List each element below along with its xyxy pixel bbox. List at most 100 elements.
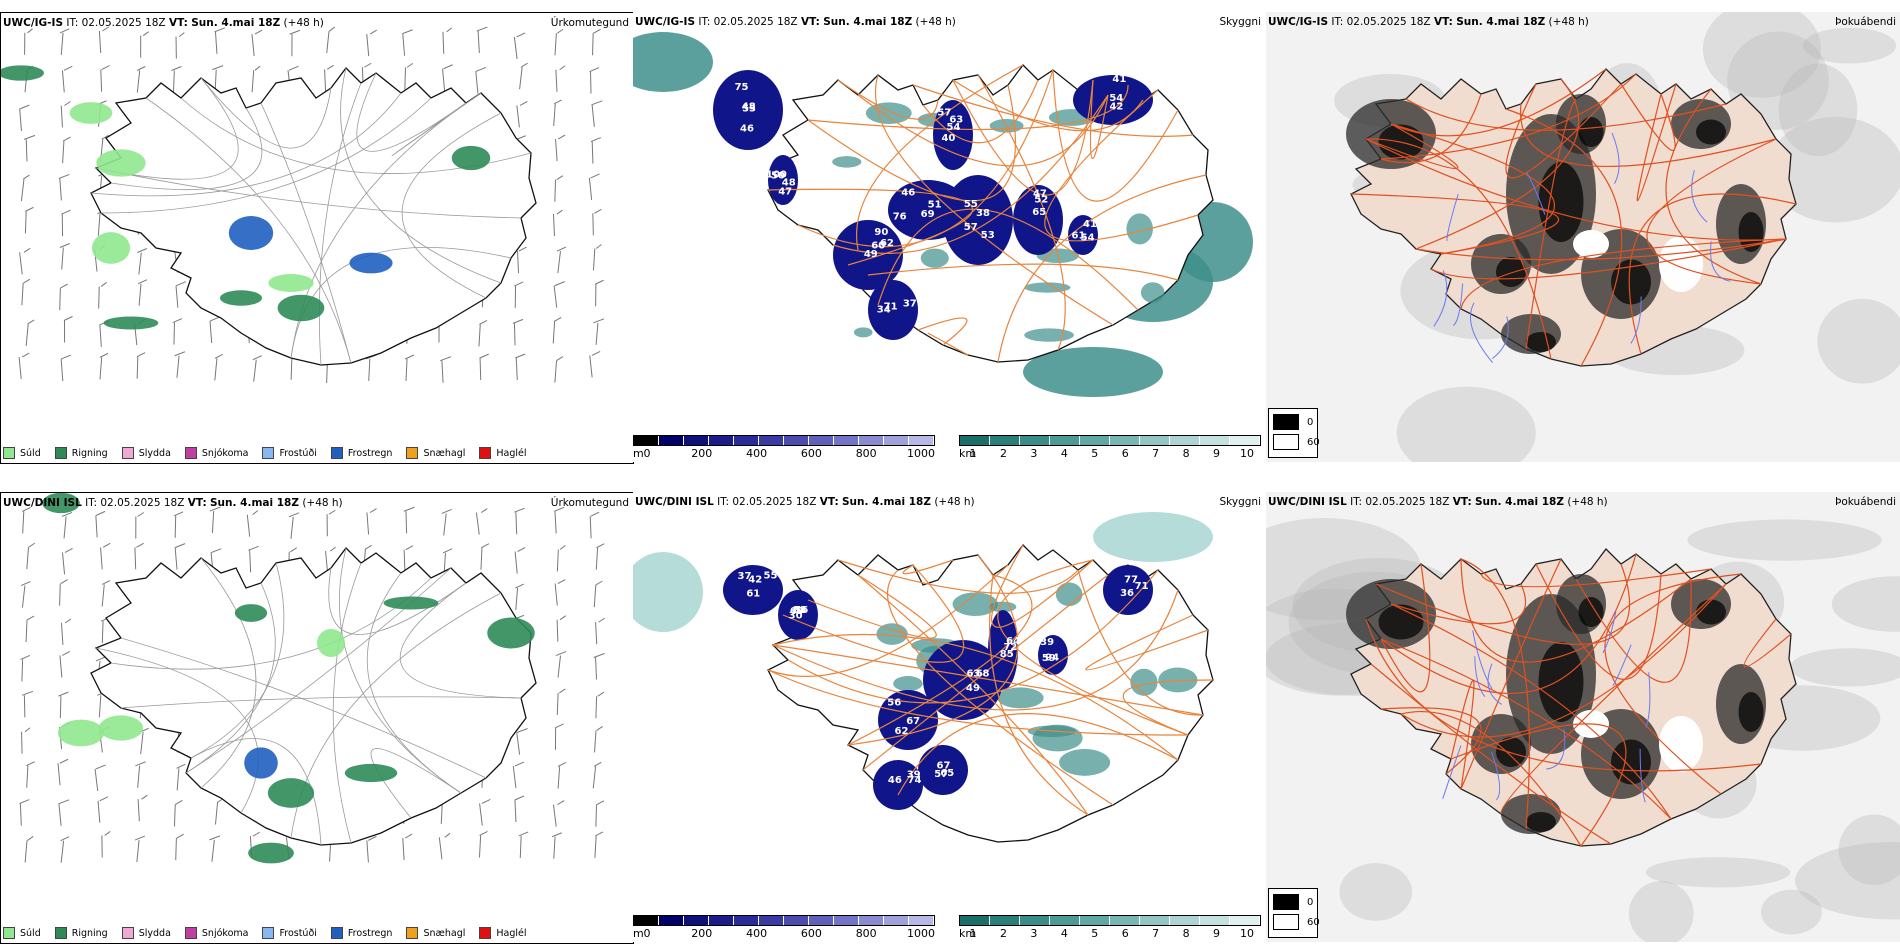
wind-barb (514, 761, 525, 767)
legend-swatch (3, 927, 15, 939)
wind-barb (138, 252, 142, 275)
colorbar-tick: 9 (1213, 927, 1221, 940)
wind-barb (20, 654, 31, 660)
wind-barb (136, 356, 139, 379)
wind-barb (175, 800, 183, 805)
fog-swirl (1795, 842, 1900, 920)
colorbar-segment (1110, 436, 1140, 445)
wind-barb (591, 141, 594, 164)
precip-patch (228, 216, 274, 250)
panel-header: UWC/IG-IS IT: 02.05.2025 18Z VT: Sun. 4.… (3, 17, 324, 29)
wind-barb (289, 29, 301, 35)
cloud-base-label: 54 (946, 122, 960, 133)
legend-item: Súld (3, 927, 41, 939)
wind-barb (136, 352, 146, 358)
wind-barb (98, 30, 102, 54)
wind-barb (60, 836, 70, 842)
cloud-base-label: 94 (1045, 653, 1059, 664)
route-line (1122, 679, 1214, 736)
wind-barb (172, 318, 183, 324)
legend-item: Haglél (479, 927, 527, 939)
cloud-base-label: 76 (893, 211, 907, 222)
road-line (95, 647, 259, 814)
cloud-base-label: 75 (735, 82, 749, 93)
legend-swatch (121, 927, 134, 939)
colorbar-tick: 400 (746, 927, 768, 940)
legend-item: Rigning (54, 447, 108, 459)
cloud-base-label: 57 (934, 769, 948, 780)
cloud-base-area (1038, 635, 1068, 675)
wind-barb (556, 209, 563, 215)
colorbar-tick: 200 (691, 927, 713, 940)
legend-swatch (121, 447, 134, 459)
wind-barb (513, 36, 518, 60)
wind-barb (517, 547, 526, 553)
route-line (1085, 614, 1209, 671)
wind-barb (19, 799, 30, 805)
wind-barb (595, 622, 598, 645)
fog-dense-area (1538, 642, 1584, 722)
low-visibility-area (1055, 582, 1083, 607)
wind-barb (402, 29, 413, 35)
colorbar-segment (1230, 916, 1260, 925)
wind-barb (254, 65, 261, 71)
wind-barb (211, 511, 215, 534)
river-line (1546, 728, 1566, 770)
wind-barb (553, 99, 562, 105)
wind-barb (290, 357, 293, 380)
cloud-base-label: 39 (1040, 637, 1054, 648)
wind-barb (26, 765, 29, 788)
wind-barb (176, 763, 186, 769)
colorbar-segment (1020, 916, 1050, 925)
river-line (1492, 316, 1509, 360)
wind-barb (590, 137, 602, 143)
wind-barb (173, 511, 184, 517)
precip-type-panel-2: UWC/DINI ISL IT: 02.05.2025 18Z VT: Sun.… (0, 492, 634, 944)
visibility-map: 53 47 51 38 40 49 52 54 41 34 46 100 46 53 54 60 65 42 61 3… (633, 32, 1253, 397)
colorbar-segment (884, 436, 909, 445)
legend-item: Rigning (54, 927, 108, 939)
wind-barb (25, 620, 28, 643)
low-visibility-area (1158, 667, 1198, 693)
cloud-base-area (768, 155, 798, 205)
road-line (1525, 98, 1577, 350)
cloud-base-label: 53 (742, 104, 756, 115)
cloud-base-label: 37 (738, 571, 752, 582)
legend-swatch (54, 927, 67, 939)
wind-barb (366, 840, 369, 863)
colorbar-tick: 3 (1030, 927, 1038, 940)
colorbar-unit: km (959, 447, 977, 460)
river-line (1526, 171, 1546, 215)
wind-barb (97, 213, 101, 236)
cloud-base-label: 64 (1006, 636, 1020, 647)
wind-barb (60, 283, 68, 289)
route-line (989, 574, 1089, 816)
cloud-base-label: 72 (1003, 642, 1017, 653)
wind-barb (175, 838, 177, 861)
legend-item: Snjókoma (184, 447, 248, 459)
wind-barb (590, 173, 600, 179)
precip-patch (268, 274, 314, 292)
wind-barb (251, 33, 255, 57)
fog-swirl (1768, 116, 1900, 223)
wind-barb (101, 65, 110, 71)
wind-barb (27, 836, 34, 841)
wind-barb (214, 27, 226, 33)
cloud-base-label: 59 (1042, 653, 1056, 664)
wind-barb (57, 763, 61, 786)
road-line (200, 557, 257, 789)
colorbar-tick: 8 (1182, 447, 1190, 460)
route-line (867, 263, 1179, 281)
route-line (857, 94, 1109, 167)
wind-barb (254, 29, 263, 35)
precip-patch (69, 102, 113, 124)
fog-dense-area (1578, 117, 1604, 147)
low-visibility-area (1140, 282, 1165, 303)
wind-barb (136, 70, 141, 93)
legend-label: Rigning (71, 927, 108, 939)
wind-barb (512, 318, 524, 324)
wind-barb (176, 355, 180, 378)
precip-patch (98, 715, 144, 741)
route-line (782, 564, 965, 663)
road-line (1480, 568, 1712, 588)
